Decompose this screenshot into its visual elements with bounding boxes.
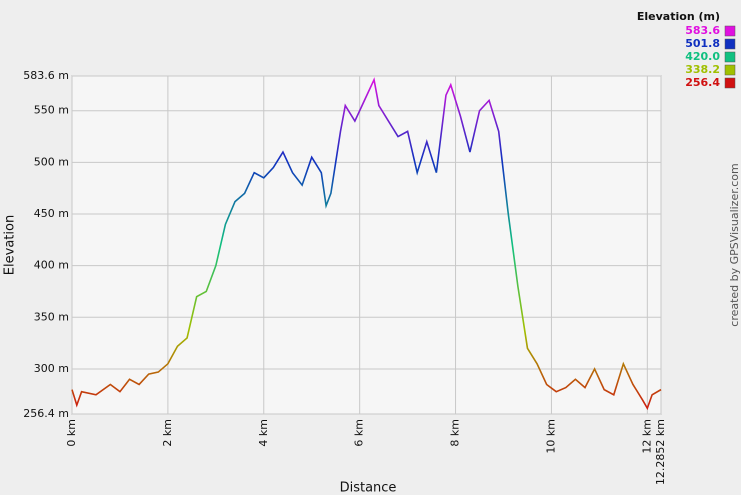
y-tick-label: 300 m <box>34 362 69 375</box>
x-tick-label: 6 km <box>353 419 366 447</box>
legend-label: 338.2 <box>685 63 720 76</box>
legend-label: 583.6 <box>685 24 720 37</box>
y-axis-label: Elevation <box>3 215 18 275</box>
y-tick-label: 256.4 m <box>23 407 69 420</box>
legend-label: 420.0 <box>685 50 720 63</box>
elevation-line <box>71 77 662 411</box>
x-tick-label: 8 km <box>449 419 462 447</box>
plot-area <box>71 75 662 415</box>
y-tick-label: 450 m <box>34 207 69 220</box>
x-tick-label: 2 km <box>161 419 174 447</box>
x-tick-label: 0 km <box>65 419 78 447</box>
y-tick-label: 550 m <box>34 104 69 117</box>
legend-swatch <box>724 25 736 37</box>
legend-swatch <box>724 51 736 63</box>
legend-title: Elevation (m) <box>637 10 720 23</box>
x-tick-label: 12 km <box>640 419 653 454</box>
y-tick-label: 500 m <box>34 155 69 168</box>
legend-label: 501.8 <box>685 37 720 50</box>
legend-swatch <box>724 64 736 76</box>
legend-swatch <box>724 38 736 50</box>
legend-label: 256.4 <box>685 76 720 89</box>
y-tick-label: 350 m <box>34 310 69 323</box>
x-tick-label: 10 km <box>544 419 557 454</box>
legend-swatch <box>724 77 736 89</box>
x-axis-label: Distance <box>340 481 397 495</box>
x-tick-label: 4 km <box>257 419 270 447</box>
x-tick-label: 12.2852 km <box>654 419 667 485</box>
y-tick-label: 583.6 m <box>23 69 69 82</box>
y-tick-label: 400 m <box>34 259 69 272</box>
credit: created by GPSVisualizer.com <box>728 163 741 326</box>
